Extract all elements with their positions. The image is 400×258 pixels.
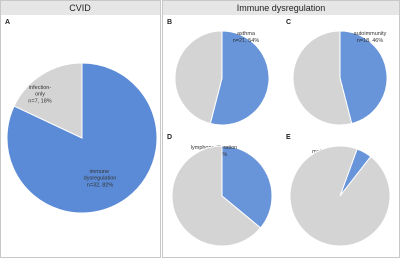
panel-letter: E xyxy=(286,134,291,141)
pie-slice xyxy=(13,62,83,139)
slice-label: asthma xyxy=(237,31,256,37)
slice-label: infection-only xyxy=(29,85,51,98)
pie-slice xyxy=(209,30,270,126)
pie-slice xyxy=(174,30,223,125)
pie-slice xyxy=(339,30,388,125)
pie-slice xyxy=(171,145,262,247)
panel-letter: D xyxy=(167,134,172,141)
value-label: n=18, 46% xyxy=(357,38,384,44)
pie-slice xyxy=(221,145,273,229)
value-label: n=7, 18% xyxy=(28,98,52,104)
slice-label: autoimmunity xyxy=(354,31,387,37)
value-label: n=32, 82% xyxy=(87,182,114,188)
header-bar xyxy=(1,1,160,15)
panel-letter: A xyxy=(5,19,10,26)
header: CVID xyxy=(69,3,91,13)
pie-slice xyxy=(292,30,353,126)
panel-letter: B xyxy=(167,19,172,26)
panel-letter: C xyxy=(286,19,291,26)
slice-label: immune dysregulation xyxy=(84,169,117,182)
value-label: n=21, 54% xyxy=(233,38,260,44)
pie-slice xyxy=(289,145,391,247)
header: Immune dysregulation xyxy=(237,3,326,13)
header-bar xyxy=(163,1,399,15)
